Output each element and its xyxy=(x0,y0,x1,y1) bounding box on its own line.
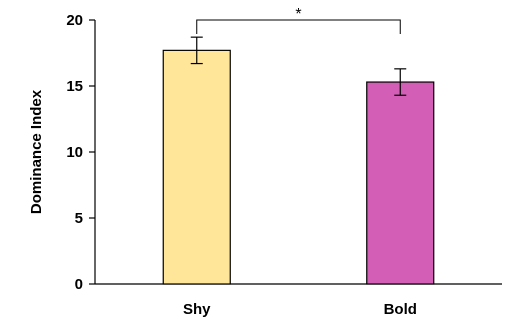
y-tick-label: 20 xyxy=(66,12,83,29)
bar-shy xyxy=(162,49,231,285)
significance-line xyxy=(196,19,401,34)
y-ticks: 0 5 10 15 20 xyxy=(66,12,95,293)
bars: Shy Bold xyxy=(162,36,435,318)
significance-label: * xyxy=(295,6,301,23)
y-tick-label: 0 xyxy=(75,276,83,293)
bar-bold xyxy=(366,81,435,285)
x-category-label: Shy xyxy=(183,301,211,318)
significance-bracket: * xyxy=(196,6,401,34)
x-category-label: Bold xyxy=(384,301,417,318)
y-tick-label: 15 xyxy=(66,78,83,95)
y-axis-title: Dominance Index xyxy=(28,89,45,214)
y-tick-label: 10 xyxy=(66,144,83,161)
y-tick-label: 5 xyxy=(75,210,83,227)
